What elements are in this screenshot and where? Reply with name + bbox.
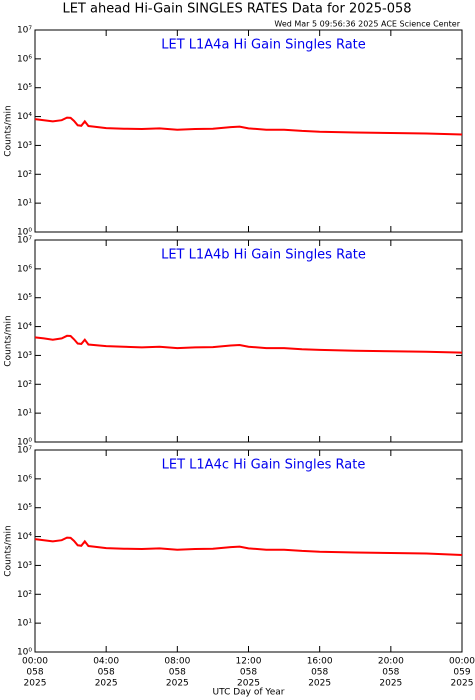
y-tick-label: 10⁷ [17, 236, 32, 246]
x-tick-label: 058 [240, 668, 257, 678]
y-tick-label: 10² [17, 170, 32, 180]
x-tick-label: 059 [453, 668, 470, 678]
page-title: LET ahead Hi-Gain SINGLES RATES Data for… [62, 2, 411, 17]
y-tick-label: 10⁰ [17, 228, 32, 238]
y-tick-label: 10² [17, 590, 32, 600]
x-tick-label: 04:00 [93, 657, 119, 667]
y-tick-label: 10⁵ [17, 83, 32, 93]
plot-frame [34, 239, 463, 443]
data-line [34, 536, 463, 556]
panel-title: LET L1A4a Hi Gain Singles Rate [161, 38, 366, 53]
x-tick-label: 08:00 [164, 657, 190, 667]
y-tick-label: 10⁵ [17, 293, 32, 303]
y-tick-label: 10⁴ [17, 322, 32, 332]
x-tick-label: 20:00 [378, 657, 404, 667]
timestamp: Wed Mar 5 09:56:36 2025 ACE Science Cent… [274, 20, 460, 29]
x-tick-label: 00:00 [22, 657, 48, 667]
x-tick-label: 2025 [237, 679, 260, 689]
y-axis-label: Counts/min [4, 315, 14, 366]
x-tick-label: 2025 [308, 679, 331, 689]
y-tick-label: 10⁴ [17, 532, 32, 542]
y-tick-label: 10³ [17, 141, 32, 151]
data-line [34, 334, 463, 354]
y-tick-label: 10⁵ [17, 503, 32, 513]
y-axis-label: Counts/min [4, 105, 14, 156]
x-tick-label: 058 [311, 668, 328, 678]
y-tick-label: 10⁶ [17, 474, 32, 484]
x-tick-label: 2025 [24, 679, 47, 689]
y-tick-label: 10⁷ [17, 446, 32, 456]
y-tick-label: 10⁶ [17, 54, 32, 64]
y-tick-label: 10⁰ [17, 438, 32, 448]
x-tick-label: 16:00 [307, 657, 333, 667]
panel-title: LET L1A4c Hi Gain Singles Rate [162, 458, 366, 473]
y-tick-label: 10³ [17, 351, 32, 361]
data-line [34, 116, 463, 136]
x-tick-label: 2025 [166, 679, 189, 689]
x-tick-label: 2025 [379, 679, 402, 689]
panel-title: LET L1A4b Hi Gain Singles Rate [161, 248, 366, 263]
y-tick-label: 10¹ [17, 409, 32, 419]
x-tick-label: 2025 [95, 679, 118, 689]
y-tick-label: 10⁶ [17, 264, 32, 274]
x-tick-label: 058 [382, 668, 399, 678]
x-tick-label: 058 [169, 668, 186, 678]
y-tick-label: 10⁴ [17, 112, 32, 122]
x-axis-label: UTC Day of Year [213, 688, 285, 698]
x-tick-label: 2025 [451, 679, 474, 689]
x-tick-label: 12:00 [236, 657, 262, 667]
y-tick-label: 10³ [17, 561, 32, 571]
y-axis-label: Counts/min [4, 525, 14, 576]
x-tick-label: 058 [26, 668, 43, 678]
x-tick-label: 058 [98, 668, 115, 678]
y-tick-label: 10¹ [17, 619, 32, 629]
x-tick-label: 00:00 [449, 657, 475, 667]
plot-frame [34, 29, 463, 233]
y-tick-label: 10⁷ [17, 26, 32, 36]
plot-frame [34, 449, 463, 653]
y-tick-label: 10¹ [17, 199, 32, 209]
y-tick-label: 10² [17, 380, 32, 390]
y-tick-label: 10⁰ [17, 648, 32, 658]
